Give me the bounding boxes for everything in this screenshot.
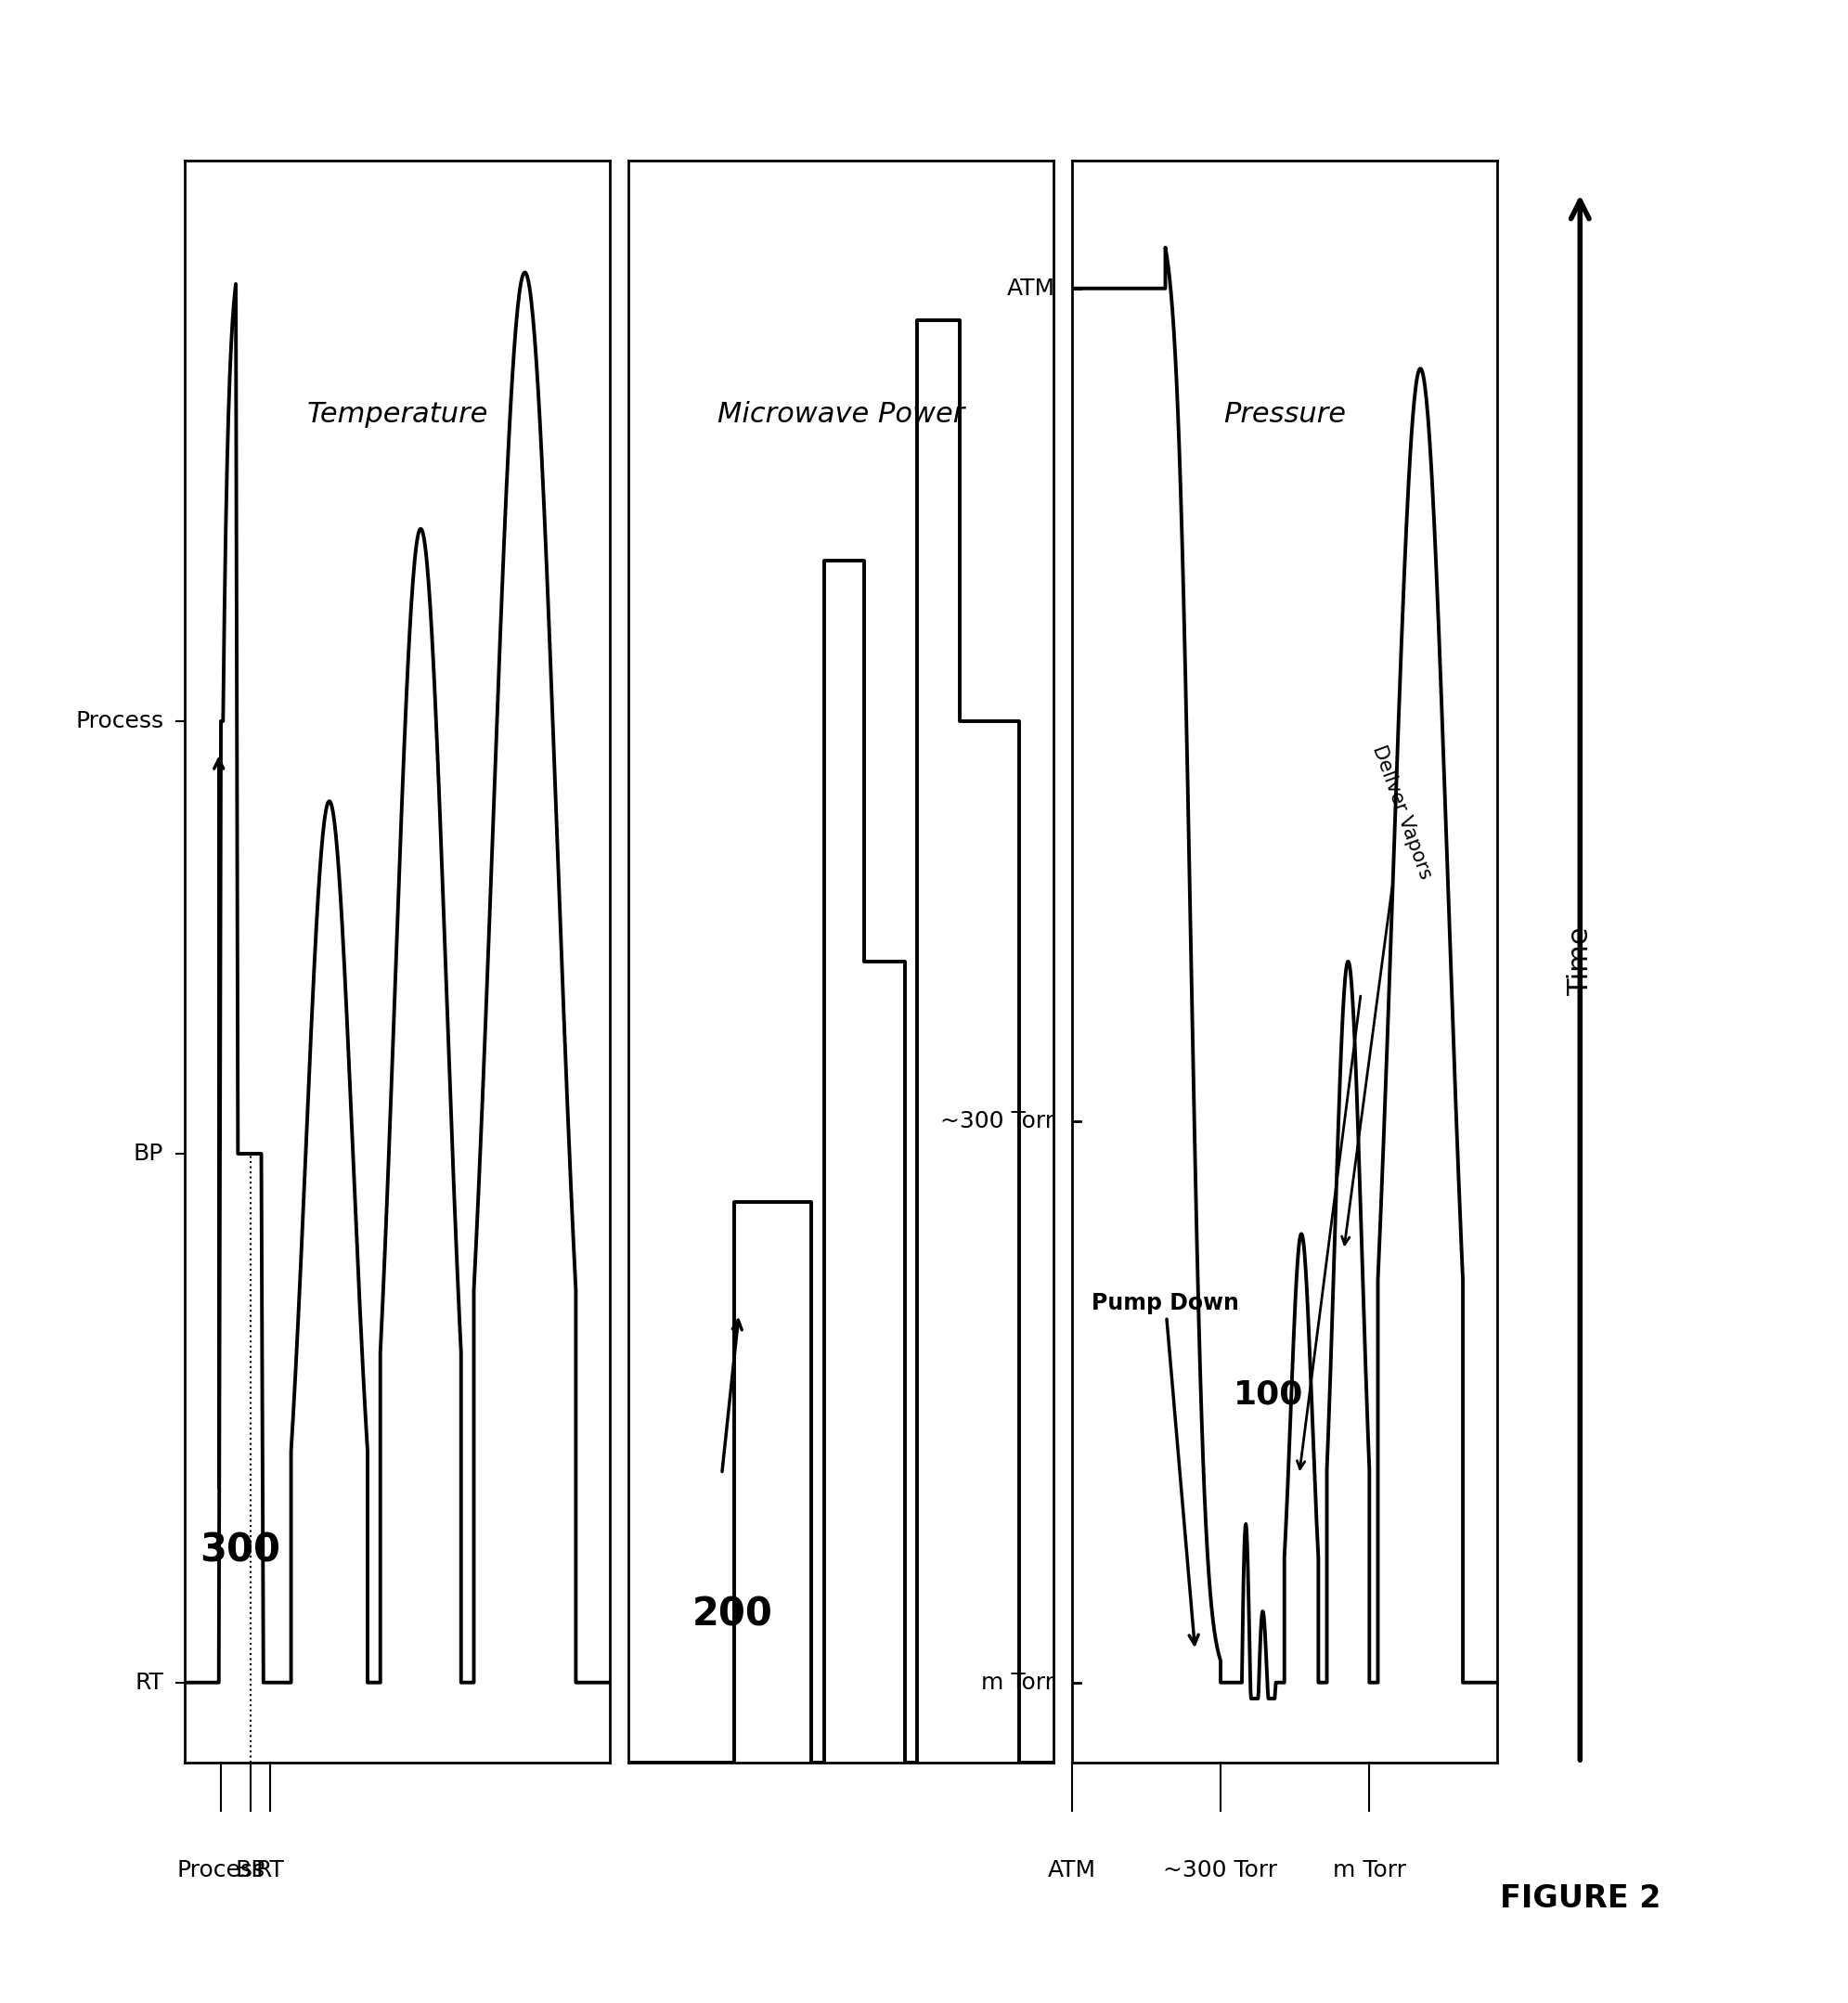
Text: 100: 100 (1233, 1378, 1303, 1410)
Text: ATM: ATM (1048, 1859, 1096, 1881)
Text: Process: Process (76, 709, 164, 733)
Text: 200: 200 (691, 1596, 772, 1634)
Text: Temperature: Temperature (307, 401, 488, 427)
Text: Microwave Power: Microwave Power (717, 401, 965, 427)
Text: m Torr: m Torr (1332, 1859, 1406, 1881)
Text: BP: BP (237, 1859, 266, 1881)
Text: BP: BP (133, 1142, 164, 1166)
Text: Pressure: Pressure (1223, 401, 1345, 427)
Text: Deliver Vapors: Deliver Vapors (1342, 743, 1436, 1244)
Text: ~300 Torr: ~300 Torr (1164, 1859, 1277, 1881)
Text: RT: RT (135, 1671, 164, 1695)
Text: 300: 300 (200, 1532, 281, 1570)
Text: Pump Down: Pump Down (1092, 1292, 1238, 1644)
Text: RT: RT (255, 1859, 285, 1881)
Text: FIGURE 2: FIGURE 2 (1499, 1883, 1661, 1913)
Text: m Torr: m Torr (981, 1671, 1055, 1695)
Text: ATM: ATM (1007, 276, 1055, 300)
Text: ~300 Torr: ~300 Torr (941, 1110, 1055, 1134)
Text: Time: Time (1567, 927, 1593, 995)
Text: Process: Process (177, 1859, 264, 1881)
